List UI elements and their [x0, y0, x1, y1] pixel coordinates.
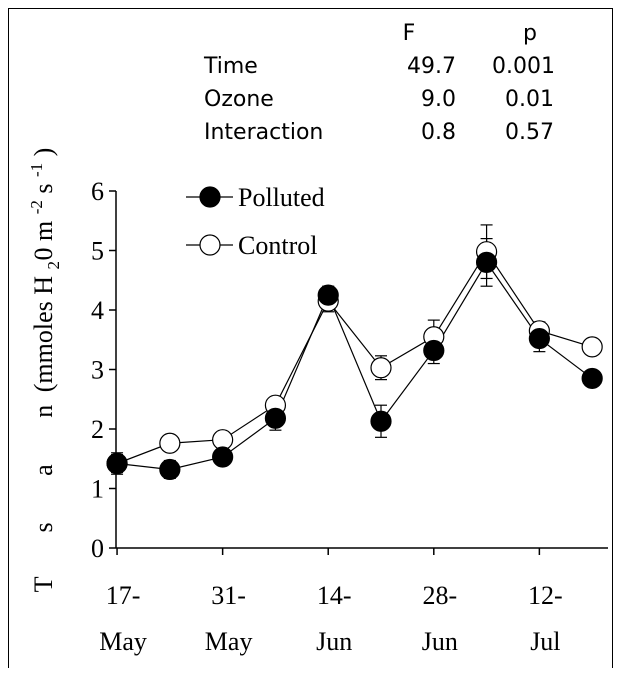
stats-table: F p Time 49.7 0.001 Ozone 9.0 0.01 Inter…: [203, 21, 555, 145]
stats-row-label: Time: [203, 54, 258, 79]
data-point-polluted: [106, 452, 128, 475]
x-tick-label-line1: 31-: [211, 581, 246, 610]
figure-frame: [8, 8, 613, 668]
data-point-polluted: [264, 407, 287, 429]
y-tick-label: 4: [91, 296, 104, 325]
y-label-letter-n: n: [29, 405, 58, 418]
x-tick-label-line1: 17-: [106, 581, 141, 610]
series-line-polluted: [116, 261, 593, 471]
y-axis-label: T s a n (mmoles H 2 0 m -2 s -1 ): [19, 148, 65, 593]
y-label-sub: 2: [44, 261, 63, 270]
stats-row-f: 49.7: [407, 54, 456, 79]
y-label-text: (mmoles H: [29, 276, 58, 392]
y-label-letter-a: a: [29, 464, 58, 476]
stats-col-f: F: [403, 21, 416, 46]
legend-marker-control: [199, 234, 221, 256]
y-label-text4: ): [29, 148, 58, 157]
legend-label-polluted: Polluted: [238, 183, 325, 212]
x-tick-label-line1: 12-: [528, 581, 563, 610]
legend-marker-polluted: [199, 186, 221, 208]
data-point-polluted: [475, 251, 498, 273]
y-label-text3: s: [29, 183, 58, 193]
y-tick-label: 3: [91, 356, 104, 385]
data-point-polluted: [581, 367, 603, 390]
x-tick-label-line2: May: [205, 627, 253, 656]
legend: Polluted Control: [186, 183, 325, 260]
stats-row-label: Interaction: [204, 120, 323, 145]
x-tick-label-line2: Jun: [422, 627, 458, 656]
y-tick-label: 6: [91, 177, 104, 206]
data-point-control: [370, 357, 392, 379]
x-tick-label-line1: 14-: [317, 581, 352, 610]
data-point-control: [581, 336, 603, 358]
y-tick-label: 0: [91, 534, 104, 563]
y-label-text2: 0 m: [29, 221, 58, 261]
data-point-polluted: [317, 284, 339, 306]
x-tick-label-line2: Jun: [316, 627, 352, 656]
stats-row-f: 9.0: [421, 87, 456, 112]
stats-row-p: 0.57: [505, 120, 554, 145]
svg-text:T s a n: T s a n (mmoles H 2 0 m -2 s -1 ): [19, 148, 65, 593]
y-label-letter-t: T: [29, 576, 58, 592]
data-point-polluted: [423, 339, 445, 362]
series-line-control: [116, 250, 593, 465]
stats-row-p: 0.001: [492, 54, 555, 79]
data-point-control: [159, 432, 181, 454]
stats-row-p: 0.01: [505, 87, 554, 112]
stats-col-p: p: [523, 21, 537, 46]
data-point-polluted: [370, 410, 392, 432]
y-tick-label: 2: [91, 415, 104, 444]
x-tick-label-line2: May: [99, 627, 147, 656]
data-point-polluted: [159, 458, 181, 481]
data-point-polluted: [528, 327, 550, 350]
y-label-sup2: -1: [27, 163, 46, 177]
y-label-letter-s: s: [29, 522, 58, 532]
data-point-polluted: [212, 446, 234, 468]
y-label-sup1: -2: [27, 200, 46, 214]
x-tick-label-line1: 28-: [422, 581, 457, 610]
x-tick-label-line2: Jul: [530, 627, 560, 656]
stats-row-label: Ozone: [204, 87, 274, 112]
legend-label-control: Control: [238, 231, 317, 260]
stats-row-f: 0.8: [421, 120, 456, 145]
y-tick-label: 5: [91, 237, 104, 266]
y-tick-label: 1: [91, 475, 104, 504]
